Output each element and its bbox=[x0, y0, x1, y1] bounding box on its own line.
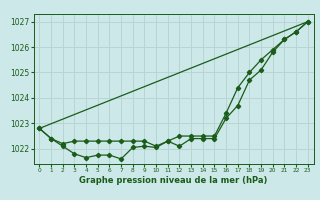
X-axis label: Graphe pression niveau de la mer (hPa): Graphe pression niveau de la mer (hPa) bbox=[79, 176, 268, 185]
